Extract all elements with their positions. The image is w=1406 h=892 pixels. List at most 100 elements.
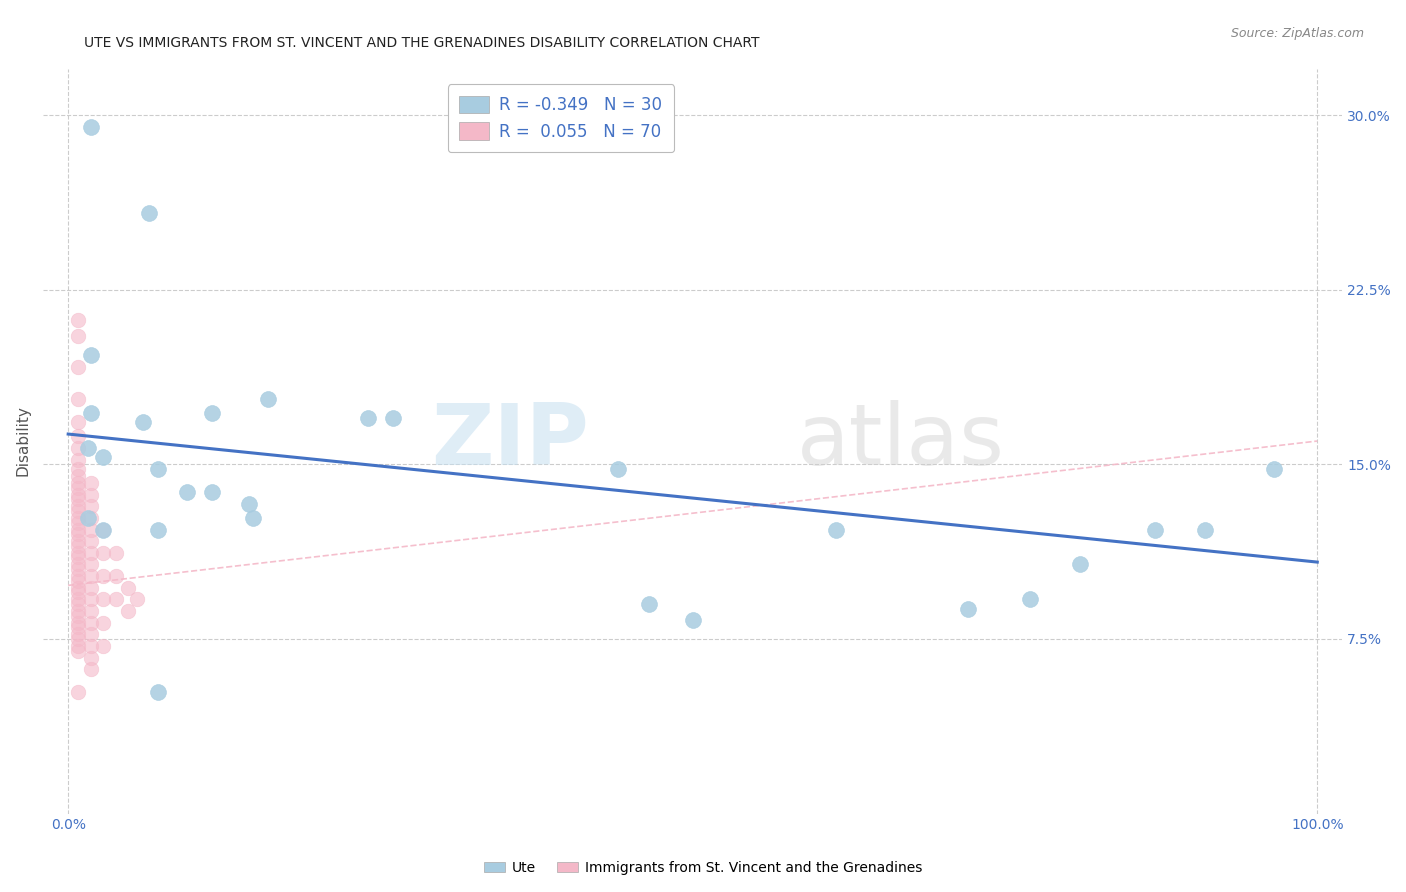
- Point: [67, 441, 90, 455]
- Point: [67, 504, 90, 518]
- Point: [79, 475, 101, 490]
- Point: [146, 685, 169, 699]
- Point: [67, 643, 90, 657]
- Point: [67, 539, 90, 553]
- Point: [104, 546, 127, 560]
- Point: [79, 348, 101, 362]
- Legend: Ute, Immigrants from St. Vincent and the Grenadines: Ute, Immigrants from St. Vincent and the…: [478, 855, 928, 880]
- Text: ZIP: ZIP: [432, 400, 589, 483]
- Point: [825, 523, 848, 537]
- Point: [1069, 558, 1091, 572]
- Point: [79, 569, 101, 583]
- Point: [67, 608, 90, 623]
- Point: [67, 392, 90, 406]
- Point: [357, 410, 380, 425]
- Point: [104, 569, 127, 583]
- Point: [104, 592, 127, 607]
- Point: [606, 462, 628, 476]
- Point: [1143, 523, 1166, 537]
- Point: [67, 359, 90, 374]
- Point: [67, 632, 90, 646]
- Point: [79, 487, 101, 501]
- Point: [381, 410, 404, 425]
- Point: [67, 516, 90, 530]
- Point: [67, 527, 90, 541]
- Point: [682, 613, 704, 627]
- Point: [79, 592, 101, 607]
- Y-axis label: Disability: Disability: [15, 406, 30, 476]
- Point: [79, 662, 101, 676]
- Point: [79, 534, 101, 549]
- Point: [201, 485, 224, 500]
- Point: [117, 581, 139, 595]
- Point: [125, 592, 148, 607]
- Point: [67, 481, 90, 495]
- Point: [67, 627, 90, 641]
- Point: [1194, 523, 1216, 537]
- Point: [257, 392, 280, 406]
- Point: [91, 523, 114, 537]
- Point: [79, 627, 101, 641]
- Point: [79, 650, 101, 665]
- Point: [956, 601, 979, 615]
- Point: [79, 615, 101, 630]
- Point: [67, 469, 90, 483]
- Point: [67, 475, 90, 490]
- Point: [146, 462, 169, 476]
- Point: [67, 597, 90, 611]
- Point: [91, 569, 114, 583]
- Point: [132, 416, 155, 430]
- Point: [67, 429, 90, 443]
- Point: [638, 597, 661, 611]
- Point: [79, 604, 101, 618]
- Point: [67, 569, 90, 583]
- Point: [67, 639, 90, 653]
- Point: [67, 592, 90, 607]
- Point: [67, 562, 90, 576]
- Point: [79, 406, 101, 420]
- Point: [91, 546, 114, 560]
- Point: [91, 450, 114, 465]
- Point: [67, 523, 90, 537]
- Point: [67, 534, 90, 549]
- Point: [67, 558, 90, 572]
- Point: [67, 546, 90, 560]
- Point: [79, 639, 101, 653]
- Point: [67, 550, 90, 565]
- Text: Source: ZipAtlas.com: Source: ZipAtlas.com: [1230, 27, 1364, 40]
- Point: [67, 585, 90, 599]
- Point: [238, 497, 260, 511]
- Point: [67, 604, 90, 618]
- Point: [67, 511, 90, 525]
- Point: [67, 615, 90, 630]
- Point: [67, 500, 90, 514]
- Point: [79, 546, 101, 560]
- Point: [67, 620, 90, 634]
- Point: [1263, 462, 1285, 476]
- Point: [67, 452, 90, 467]
- Text: UTE VS IMMIGRANTS FROM ST. VINCENT AND THE GRENADINES DISABILITY CORRELATION CHA: UTE VS IMMIGRANTS FROM ST. VINCENT AND T…: [84, 36, 759, 50]
- Point: [91, 592, 114, 607]
- Point: [67, 574, 90, 588]
- Point: [77, 511, 100, 525]
- Point: [67, 329, 90, 343]
- Point: [91, 639, 114, 653]
- Point: [91, 523, 114, 537]
- Point: [67, 487, 90, 501]
- Point: [176, 485, 198, 500]
- Text: atlas: atlas: [797, 400, 1005, 483]
- Point: [67, 492, 90, 507]
- Legend: R = -0.349   N = 30, R =  0.055   N = 70: R = -0.349 N = 30, R = 0.055 N = 70: [447, 85, 673, 153]
- Point: [1019, 592, 1042, 607]
- Point: [242, 511, 264, 525]
- Point: [79, 120, 101, 134]
- Point: [79, 581, 101, 595]
- Point: [67, 581, 90, 595]
- Point: [77, 441, 100, 455]
- Point: [138, 206, 160, 220]
- Point: [67, 416, 90, 430]
- Point: [201, 406, 224, 420]
- Point: [79, 500, 101, 514]
- Point: [67, 313, 90, 327]
- Point: [117, 604, 139, 618]
